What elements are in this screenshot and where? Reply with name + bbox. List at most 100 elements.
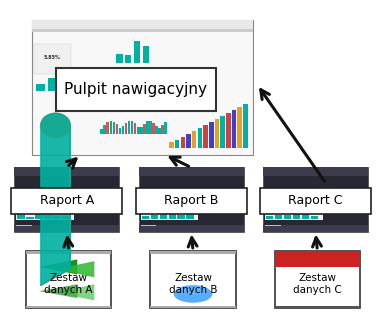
FancyBboxPatch shape — [151, 215, 158, 219]
FancyBboxPatch shape — [16, 225, 32, 226]
FancyBboxPatch shape — [44, 212, 51, 219]
FancyBboxPatch shape — [26, 251, 112, 308]
FancyBboxPatch shape — [275, 251, 360, 308]
FancyBboxPatch shape — [275, 215, 282, 219]
FancyBboxPatch shape — [186, 134, 191, 148]
FancyBboxPatch shape — [175, 139, 179, 148]
FancyBboxPatch shape — [243, 104, 248, 148]
FancyBboxPatch shape — [62, 216, 69, 219]
Text: Raport A: Raport A — [40, 194, 94, 207]
FancyBboxPatch shape — [158, 128, 161, 134]
FancyBboxPatch shape — [60, 80, 69, 91]
FancyBboxPatch shape — [220, 116, 225, 148]
Text: Zestaw
danych C: Zestaw danych C — [293, 273, 342, 296]
Text: Zestaw
danych A: Zestaw danych A — [44, 273, 93, 296]
FancyBboxPatch shape — [32, 20, 253, 29]
FancyBboxPatch shape — [150, 251, 236, 254]
FancyBboxPatch shape — [226, 113, 230, 148]
FancyBboxPatch shape — [110, 121, 112, 134]
FancyBboxPatch shape — [16, 201, 74, 220]
FancyBboxPatch shape — [26, 251, 112, 254]
FancyBboxPatch shape — [135, 188, 247, 213]
FancyBboxPatch shape — [266, 216, 273, 219]
FancyBboxPatch shape — [263, 167, 368, 232]
FancyBboxPatch shape — [275, 306, 360, 308]
FancyBboxPatch shape — [265, 201, 323, 220]
FancyBboxPatch shape — [125, 55, 131, 63]
FancyBboxPatch shape — [53, 216, 60, 219]
FancyBboxPatch shape — [143, 124, 145, 134]
FancyBboxPatch shape — [119, 128, 121, 134]
FancyBboxPatch shape — [232, 110, 236, 148]
FancyBboxPatch shape — [106, 122, 109, 134]
Ellipse shape — [174, 285, 212, 303]
FancyBboxPatch shape — [32, 29, 253, 32]
FancyBboxPatch shape — [34, 44, 71, 74]
FancyBboxPatch shape — [164, 122, 167, 134]
FancyBboxPatch shape — [141, 225, 156, 226]
FancyBboxPatch shape — [155, 126, 158, 134]
FancyBboxPatch shape — [265, 225, 281, 226]
FancyBboxPatch shape — [146, 121, 149, 134]
FancyBboxPatch shape — [209, 122, 214, 148]
FancyBboxPatch shape — [160, 214, 167, 219]
FancyBboxPatch shape — [150, 251, 236, 308]
FancyBboxPatch shape — [141, 201, 199, 220]
FancyBboxPatch shape — [32, 20, 253, 155]
FancyBboxPatch shape — [48, 78, 57, 91]
FancyBboxPatch shape — [311, 216, 318, 219]
FancyBboxPatch shape — [150, 306, 236, 308]
FancyBboxPatch shape — [137, 127, 140, 134]
FancyBboxPatch shape — [125, 123, 128, 134]
FancyBboxPatch shape — [73, 81, 82, 91]
FancyBboxPatch shape — [85, 86, 94, 91]
FancyBboxPatch shape — [142, 46, 149, 63]
FancyBboxPatch shape — [103, 125, 106, 134]
Text: Raport B: Raport B — [164, 194, 218, 207]
FancyBboxPatch shape — [140, 127, 142, 134]
FancyBboxPatch shape — [35, 211, 43, 219]
FancyBboxPatch shape — [275, 251, 360, 267]
FancyBboxPatch shape — [14, 225, 119, 232]
FancyBboxPatch shape — [116, 53, 122, 63]
FancyBboxPatch shape — [186, 213, 194, 219]
Ellipse shape — [178, 285, 208, 295]
FancyBboxPatch shape — [101, 129, 103, 134]
FancyBboxPatch shape — [181, 137, 185, 148]
FancyBboxPatch shape — [134, 123, 136, 134]
FancyBboxPatch shape — [284, 215, 291, 219]
FancyBboxPatch shape — [14, 167, 119, 232]
FancyBboxPatch shape — [177, 215, 185, 219]
FancyBboxPatch shape — [192, 131, 197, 148]
Polygon shape — [39, 284, 77, 298]
FancyBboxPatch shape — [27, 217, 34, 219]
FancyBboxPatch shape — [152, 123, 154, 134]
FancyBboxPatch shape — [293, 214, 300, 219]
FancyBboxPatch shape — [238, 107, 242, 148]
FancyBboxPatch shape — [139, 225, 244, 232]
FancyBboxPatch shape — [139, 167, 244, 232]
FancyBboxPatch shape — [198, 128, 202, 148]
FancyBboxPatch shape — [26, 306, 112, 308]
FancyBboxPatch shape — [168, 214, 176, 219]
FancyBboxPatch shape — [134, 41, 140, 63]
FancyBboxPatch shape — [14, 167, 119, 176]
FancyBboxPatch shape — [215, 119, 219, 148]
Text: Pulpit nawigacyjny: Pulpit nawigacyjny — [64, 82, 207, 98]
FancyBboxPatch shape — [142, 216, 149, 219]
Text: Raport C: Raport C — [288, 194, 343, 207]
FancyBboxPatch shape — [263, 167, 368, 176]
Polygon shape — [56, 261, 94, 277]
FancyBboxPatch shape — [302, 212, 309, 219]
FancyBboxPatch shape — [161, 125, 164, 134]
FancyBboxPatch shape — [260, 188, 371, 213]
FancyBboxPatch shape — [203, 125, 208, 148]
Text: 5.85%: 5.85% — [44, 55, 61, 60]
FancyBboxPatch shape — [115, 124, 119, 134]
FancyBboxPatch shape — [263, 225, 368, 232]
FancyBboxPatch shape — [36, 84, 45, 91]
FancyBboxPatch shape — [122, 126, 124, 134]
FancyBboxPatch shape — [169, 142, 174, 148]
FancyBboxPatch shape — [131, 121, 133, 134]
FancyBboxPatch shape — [113, 122, 115, 134]
